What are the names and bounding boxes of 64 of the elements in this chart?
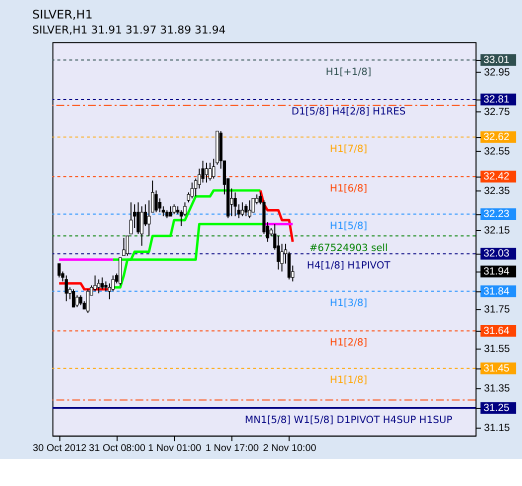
line-series	[112, 189, 262, 289]
y-tick-label: 32.23	[483, 209, 510, 220]
x-tick-label: 2 Nov 10:00	[262, 442, 317, 454]
y-tick-label: 31.55	[484, 344, 510, 356]
x-tick-label: 31 Oct 08:00	[88, 442, 146, 454]
y-tick-label: 31.84	[483, 286, 510, 298]
y-tick-label: 31.75	[484, 304, 510, 316]
candlestick	[240, 202, 244, 217]
y-tick-label: 31.94	[483, 266, 510, 278]
y-tick-label: 31.15	[484, 423, 510, 434]
y-tick-label: 32.35	[484, 186, 510, 197]
ref-line-label: H1[6/8]	[330, 183, 368, 194]
candlestick	[100, 276, 104, 290]
chart-subtitle: SILVER,H1 31.91 31.97 31.89 31.94	[32, 23, 226, 36]
y-tick-label: 32.15	[484, 225, 510, 236]
candlestick	[172, 204, 176, 215]
x-tick-label: 30 Oct 2012	[32, 442, 87, 454]
candlestick	[136, 202, 140, 234]
candlestick	[122, 237, 126, 256]
candlestick	[64, 274, 68, 302]
candlestick	[154, 190, 158, 213]
ref-line-label: #67524903 sell	[309, 242, 388, 254]
candlestick	[234, 192, 237, 217]
candlestick	[129, 202, 133, 234]
chart-title: SILVER,H1	[32, 7, 93, 22]
y-tick-label: 32.95	[484, 67, 510, 78]
candlestick	[79, 294, 82, 306]
candlestick	[72, 288, 76, 308]
ref-line-label: H1[+1/8]	[326, 66, 372, 78]
candlestick	[248, 200, 252, 219]
y-tick-label: 32.03	[483, 248, 510, 260]
candlestick	[208, 162, 212, 182]
ref-line-label: H1[3/8]	[330, 298, 368, 310]
candlestick	[58, 263, 61, 278]
candlestick	[204, 162, 208, 184]
ref-line-label: H1[5/8]	[330, 221, 368, 232]
y-tick-label: 31.25	[483, 402, 510, 414]
ref-line-label: H4[1/8] H1PIVOT	[306, 260, 392, 272]
ref-line-label: H1[2/8]	[330, 338, 368, 349]
candlestick	[76, 294, 79, 308]
x-tick-label: 1 Nov 01:00	[148, 442, 202, 454]
candlestick	[86, 288, 90, 314]
candlestick	[168, 206, 172, 217]
candlestick	[97, 278, 100, 294]
candlestick	[190, 182, 194, 199]
y-tick-label: 31.45	[483, 363, 510, 374]
candlestick	[140, 206, 144, 246]
candlestick	[244, 204, 248, 217]
candlestick	[158, 198, 162, 213]
ref-line-label: D1[5/8] H4[2/8] H1RES	[292, 106, 406, 118]
ref-line-label: MN1[5/8] W1[5/8] D1PIVOT H4SUP H1SUP	[244, 414, 452, 426]
candlestick	[126, 235, 129, 256]
y-tick-label: 32.62	[483, 132, 510, 144]
x-tick-label: 1 Nov 17:00	[205, 442, 260, 454]
y-tick-label: 33.01	[483, 54, 510, 66]
y-tick-label: 31.35	[484, 384, 510, 395]
y-tick-label: 31.64	[483, 326, 510, 337]
ref-line-label: H1[1/8]	[330, 375, 368, 386]
candlestick	[93, 274, 97, 292]
y-tick-label: 32.55	[484, 146, 510, 158]
y-tick-label: 32.75	[484, 106, 510, 118]
y-tick-label: 32.42	[483, 172, 510, 183]
y-tick-label: 32.81	[483, 94, 510, 106]
ref-line-label: H1[7/8]	[330, 144, 368, 155]
